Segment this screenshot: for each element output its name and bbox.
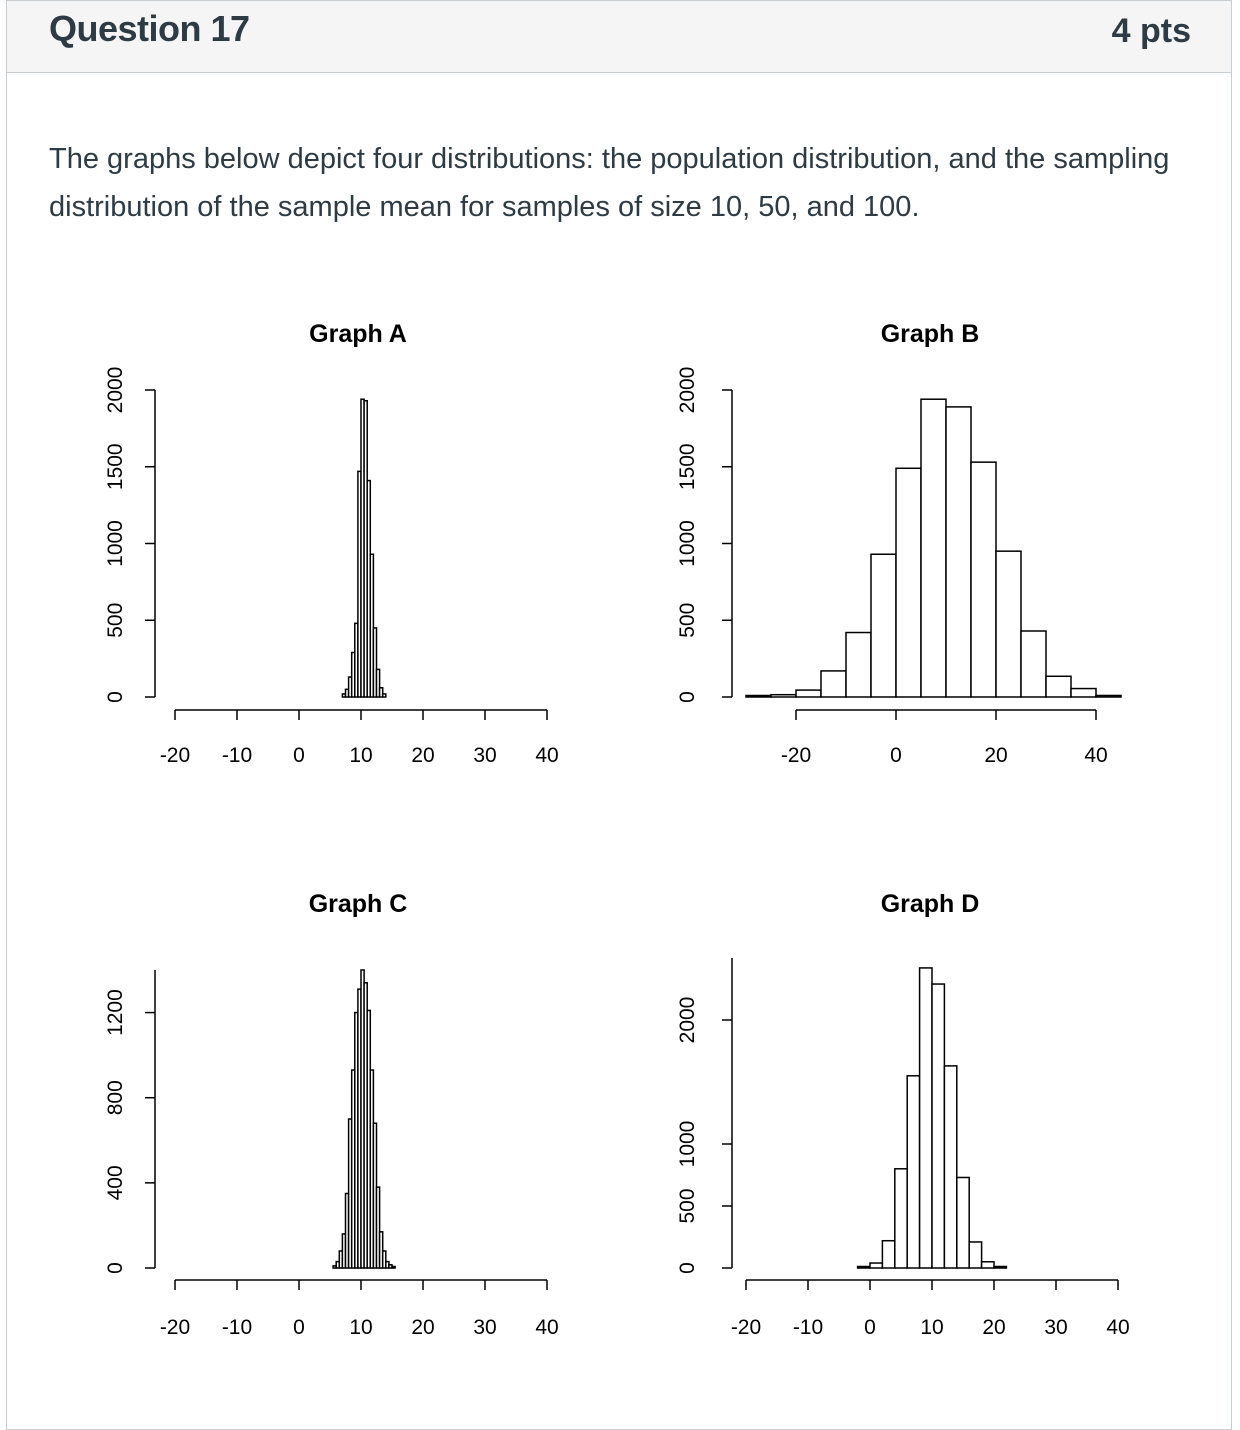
graph-c-x-tick-label: 20 [411, 1316, 434, 1339]
graph-a-bar [381, 693, 387, 698]
graph-b-bar [1045, 675, 1072, 698]
graph-b-bar [770, 693, 797, 698]
graph-c-bar [381, 1250, 387, 1269]
graph-b-y-tick-label: 1500 [676, 443, 699, 490]
graph-a-title: Graph A [309, 320, 407, 348]
question-points: 4 pts [1111, 12, 1191, 50]
graph-b-bar [745, 694, 772, 698]
graph-a-x-tick-label: -20 [160, 744, 190, 767]
graph-d-bar [968, 1241, 983, 1269]
graph-d-x-tick-label: 20 [982, 1316, 1005, 1339]
graph-a-x-tick-label: 20 [411, 744, 434, 767]
graph-d-y-tick-label: 500 [676, 1188, 699, 1223]
graph-d-bar [856, 1265, 871, 1269]
graph-a-y-tick-label: 1000 [104, 520, 127, 567]
graph-a-x-tick-label: 10 [349, 744, 372, 767]
graph-b-y-tick-label: 0 [676, 691, 699, 703]
graph-d-bar [993, 1265, 1008, 1269]
graph-c-bar [391, 1265, 396, 1269]
graph-c-x-tick-label: -10 [222, 1316, 252, 1339]
graph-b-bar [870, 553, 897, 698]
graph-b-bar [995, 550, 1022, 698]
graph-b-x-tick-label: -20 [781, 744, 811, 767]
graph-a-bar [372, 627, 378, 698]
graph-a-x-tick-label: 0 [293, 744, 305, 767]
graph-b-bar [1095, 694, 1122, 698]
graph-c-x-tick-label: -20 [160, 1316, 190, 1339]
graph-c-y-tick-label: 400 [104, 1165, 127, 1200]
graph-d-bar [931, 983, 946, 1269]
graph-c-x-tick-label: 30 [473, 1316, 496, 1339]
question-header: Question 17 4 pts [7, 1, 1231, 73]
graph-d-x-tick-label: 0 [864, 1316, 876, 1339]
graph-c-y-tick-label: 1200 [104, 989, 127, 1036]
graph-b-bar [845, 631, 872, 698]
graph-b-x-tick-label: 0 [890, 744, 902, 767]
graph-b-bar [895, 467, 922, 698]
graph-d-bar [956, 1176, 970, 1269]
graph-d-bar [881, 1239, 896, 1269]
question-card: Question 17 4 pts The graphs below depic… [6, 0, 1232, 1430]
graph-a-bar [375, 668, 381, 698]
graph-c-x-tick-label: 0 [293, 1316, 305, 1339]
graph-a-x-tick-label: 30 [473, 744, 496, 767]
graph-b-bar [1020, 630, 1047, 698]
question-text: The graphs below depict four distributio… [49, 143, 1170, 223]
graph-d-bar [894, 1168, 908, 1269]
graph-d-x-tick-label: 40 [1106, 1316, 1129, 1339]
graph-d-x-tick-label: 10 [920, 1316, 943, 1339]
graph-d-title: Graph D [881, 890, 980, 918]
graph-c-bar [375, 1186, 381, 1269]
graph-b-title: Graph B [881, 320, 980, 348]
graph-b-bar [820, 670, 847, 698]
graph-d-y-tick-label: 0 [676, 1262, 699, 1274]
graph-b-x-tick-label: 20 [984, 744, 1007, 767]
graph-d-bar [906, 1075, 921, 1269]
graph-d-bar [869, 1262, 884, 1269]
graph-d-x-tick-label: 30 [1044, 1316, 1067, 1339]
graph-b-y-tick-label: 2000 [676, 367, 699, 414]
graph-d-bar [918, 967, 933, 1269]
graph-d-y-tick-label: 1000 [676, 1121, 699, 1168]
graph-b-y-tick-label: 500 [676, 603, 699, 638]
graph-a-bar [369, 553, 375, 698]
graph-d-bar [943, 1065, 958, 1269]
graph-c-x-tick-label: 10 [349, 1316, 372, 1339]
question-title: Question 17 [49, 8, 250, 49]
graph-d-bar [980, 1261, 995, 1269]
graph-a-y-tick-label: 1500 [104, 443, 127, 490]
graph-c-title: Graph C [309, 890, 408, 918]
graph-d-x-tick-label: -20 [731, 1316, 761, 1339]
graph-b-bar [1070, 687, 1097, 698]
graph-b-bar [795, 689, 822, 698]
graph-b-y-tick-label: 1000 [676, 520, 699, 567]
graph-a-x-tick-label: 40 [535, 744, 558, 767]
graph-b-bar [920, 398, 947, 698]
graph-d-y-tick-label: 2000 [676, 997, 699, 1044]
graph-c-bar [378, 1231, 384, 1269]
graph-a-y-tick-label: 500 [104, 603, 127, 638]
graph-c-y-tick-label: 0 [104, 1262, 127, 1274]
graph-b-bar [945, 406, 972, 698]
graph-b-x-tick-label: 40 [1084, 744, 1107, 767]
graph-c-y-tick-label: 800 [104, 1080, 127, 1115]
graph-a-bar [378, 687, 384, 698]
graph-a-x-tick-label: -10 [222, 744, 252, 767]
graph-c-x-tick-label: 40 [535, 1316, 558, 1339]
graph-a-y-tick-label: 2000 [104, 367, 127, 414]
graph-a-y-tick-label: 0 [104, 691, 127, 703]
graph-b-bar [970, 461, 997, 698]
graph-d-x-tick-label: -10 [793, 1316, 823, 1339]
